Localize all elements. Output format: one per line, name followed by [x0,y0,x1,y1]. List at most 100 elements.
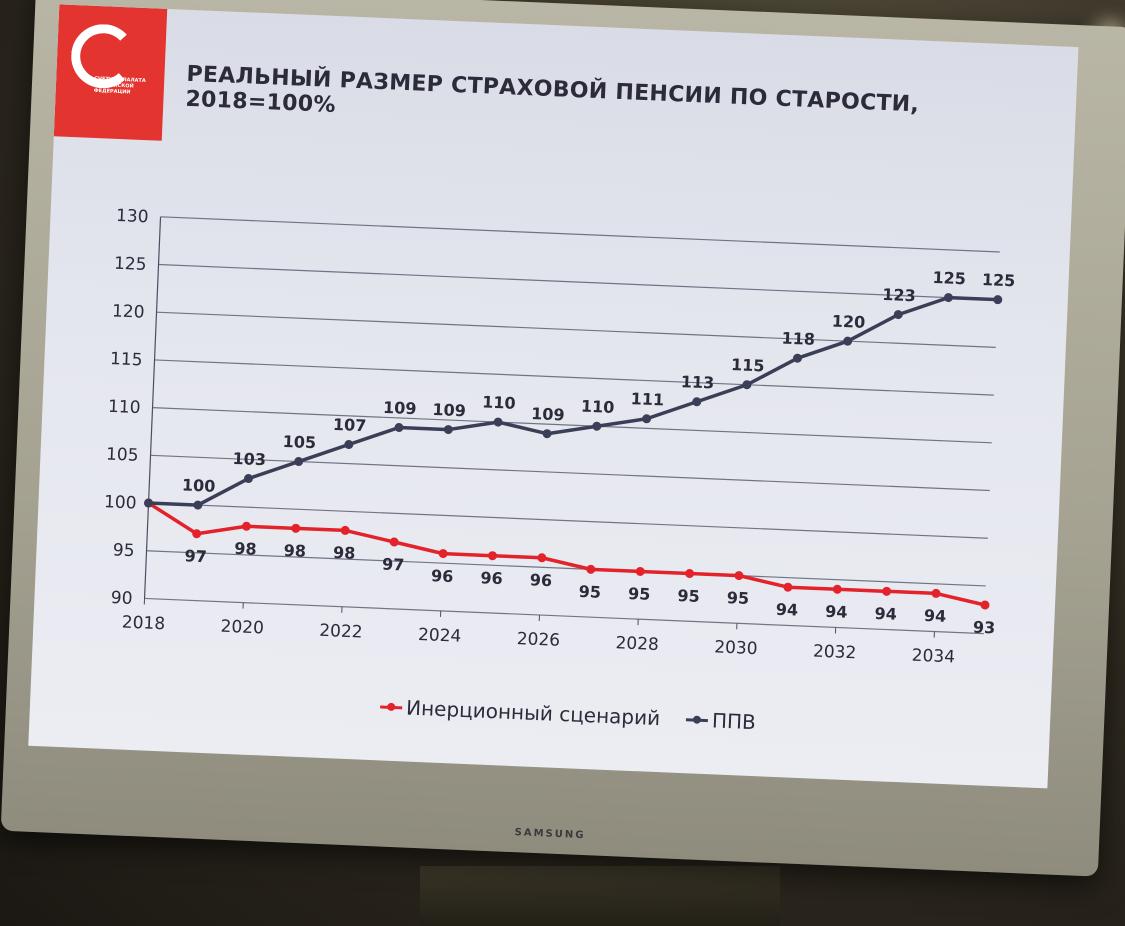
x-tick-label: 2032 [813,642,857,664]
data-label: 109 [432,400,466,420]
data-label: 94 [874,604,897,624]
data-label: 95 [726,588,749,608]
y-gridline [154,359,994,396]
y-tick-label: 120 [112,301,145,322]
y-gridline [146,550,986,587]
data-point [291,523,301,533]
data-label: 98 [234,539,257,559]
legend-red-line-icon [380,704,403,709]
data-label: 95 [578,582,601,602]
data-label: 98 [333,543,356,563]
data-label: 95 [628,584,651,604]
data-label: 118 [781,329,815,349]
data-point [394,423,404,433]
data-point [344,440,354,450]
y-gridline [150,454,990,492]
y-tick-label: 115 [110,349,143,370]
data-label: 113 [681,372,715,392]
data-point [993,295,1003,305]
y-axis-line [143,216,162,599]
data-label: 96 [480,568,503,588]
data-label: 109 [383,398,417,418]
tv-monitor: СЧЕТНАЯ ПАЛАТА РОССИЙСКОЙ ФЕДЕРАЦИИ РЕАЛ… [0,0,1125,877]
data-point [783,582,793,592]
x-tick-label: 2034 [911,646,955,668]
data-label: 94 [825,602,848,622]
data-point [438,549,448,559]
data-point [893,310,903,320]
data-point [144,498,154,508]
data-label: 110 [581,397,615,417]
x-tick-label: 2024 [418,625,462,647]
data-point [537,553,547,563]
data-label: 109 [531,404,565,424]
data-label: 107 [333,415,367,435]
legend-label-ppv: ППВ [711,708,757,735]
data-label: 123 [882,285,916,305]
data-point [843,336,853,346]
tv-stand [420,866,780,926]
x-tick-label: 2020 [220,617,264,639]
data-point [742,380,752,390]
data-label: 97 [184,546,207,566]
data-point [193,500,203,510]
y-gridline [144,597,984,635]
data-point [980,600,990,610]
data-point [635,566,645,576]
y-tick-label: 100 [104,492,137,513]
legend-navy-line-icon [686,717,709,722]
data-label: 98 [283,541,306,561]
data-point [734,571,744,581]
x-tick-label: 2026 [516,629,560,651]
data-label: 110 [482,392,516,412]
data-label: 96 [529,570,552,590]
data-point [943,293,953,303]
presentation-slide: СЧЕТНАЯ ПАЛАТА РОССИЙСКОЙ ФЕДЕРАЦИИ РЕАЛ… [28,4,1079,789]
data-point [692,397,702,407]
data-label: 94 [924,606,947,626]
data-label: 105 [282,432,316,452]
data-label: 103 [232,449,266,469]
data-label: 96 [431,566,454,586]
data-point [294,457,304,467]
data-point [389,537,399,547]
y-gridline [158,263,998,301]
data-point [192,529,202,539]
data-point [243,474,253,484]
data-label: 97 [382,555,405,575]
y-tick-label: 125 [114,254,147,275]
y-gridline [152,407,992,444]
x-tick-label: 2022 [319,621,363,643]
x-tick-label: 2030 [714,637,758,659]
y-tick-label: 130 [116,206,149,227]
data-point [832,584,842,594]
series-line-ppv [148,295,998,507]
data-point [443,425,453,435]
data-label: 111 [630,389,664,409]
data-point [685,569,695,579]
y-gridline [160,216,1000,253]
series-line-inertial [147,501,986,607]
data-point [586,564,596,574]
data-point [882,586,892,596]
x-tick-label: 2028 [615,633,659,655]
data-point [931,588,941,598]
data-label: 120 [831,312,865,332]
y-gridline [156,311,996,348]
data-point [493,417,503,427]
data-label: 125 [932,268,966,288]
data-label: 100 [182,475,216,495]
data-point [241,521,251,531]
data-point [542,429,552,439]
data-label: 93 [973,618,996,638]
data-label: 115 [731,355,765,375]
line-chart: 90 95 100 105 110 115 120 125 130 2018 2020 2022 202… [104,206,1016,668]
y-gridline [148,502,988,539]
data-point [793,353,803,363]
data-label: 125 [982,270,1016,290]
y-tick-label: 95 [112,540,134,561]
data-label: 95 [677,586,700,606]
data-point [340,525,350,535]
data-label: 94 [775,600,798,620]
x-tick-label: 2018 [121,613,165,635]
